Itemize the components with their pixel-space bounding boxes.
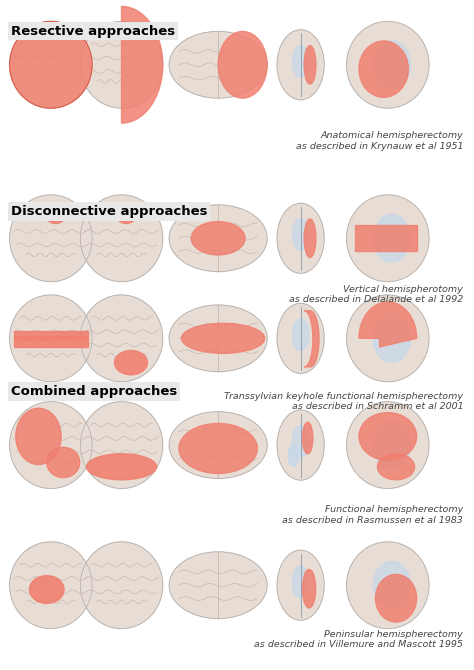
Ellipse shape (86, 454, 156, 480)
Ellipse shape (169, 552, 267, 618)
Ellipse shape (9, 195, 92, 281)
Ellipse shape (9, 21, 92, 108)
Ellipse shape (346, 542, 429, 628)
Text: Peninsular hemispherectomy
as described in Villemure and Mascott 1995: Peninsular hemispherectomy as described … (255, 630, 463, 649)
Ellipse shape (191, 222, 245, 255)
Ellipse shape (304, 219, 316, 257)
Bar (14, 332, 88, 347)
Ellipse shape (182, 324, 264, 353)
Bar (355, 225, 417, 251)
Text: Transsylvian keyhole functional hemispherectomy
as described in Schramm et al 20: Transsylvian keyhole functional hemisphe… (224, 392, 463, 411)
Ellipse shape (169, 305, 267, 372)
Ellipse shape (359, 41, 409, 97)
Ellipse shape (292, 426, 309, 458)
Text: Functional hemispherectomy
as described in Rasmussen et al 1983: Functional hemispherectomy as described … (283, 505, 463, 525)
Ellipse shape (277, 550, 324, 620)
Ellipse shape (375, 574, 417, 622)
Text: Anatomical hemispherectomy
as described in Krynauw et al 1951: Anatomical hemispherectomy as described … (296, 131, 463, 151)
Ellipse shape (9, 295, 92, 382)
Ellipse shape (302, 422, 313, 454)
Ellipse shape (80, 295, 163, 382)
Ellipse shape (9, 402, 92, 488)
Ellipse shape (169, 205, 267, 271)
Ellipse shape (374, 214, 410, 262)
Text: Combined approaches: Combined approaches (11, 385, 177, 398)
Ellipse shape (9, 21, 92, 108)
Ellipse shape (277, 304, 324, 373)
Ellipse shape (292, 219, 309, 251)
Ellipse shape (292, 46, 309, 77)
Ellipse shape (277, 203, 324, 273)
Ellipse shape (304, 46, 316, 84)
Ellipse shape (346, 21, 429, 108)
Ellipse shape (346, 295, 429, 382)
Ellipse shape (169, 31, 267, 98)
Ellipse shape (29, 576, 64, 604)
Ellipse shape (374, 561, 410, 609)
Ellipse shape (346, 402, 429, 488)
Ellipse shape (374, 41, 410, 88)
Text: Vertical hemispherotomy
as described in Delalande et al 1992: Vertical hemispherotomy as described in … (289, 285, 463, 304)
Wedge shape (121, 7, 163, 123)
Ellipse shape (9, 542, 92, 628)
Ellipse shape (80, 195, 163, 281)
Ellipse shape (46, 204, 66, 224)
Ellipse shape (47, 448, 80, 478)
Ellipse shape (302, 570, 316, 608)
Ellipse shape (374, 421, 410, 469)
Ellipse shape (218, 31, 267, 98)
Ellipse shape (169, 412, 267, 478)
Ellipse shape (115, 350, 147, 375)
Ellipse shape (80, 542, 163, 628)
Ellipse shape (277, 29, 324, 100)
Ellipse shape (374, 314, 410, 362)
Text: Resective approaches: Resective approaches (11, 25, 175, 38)
Ellipse shape (288, 445, 299, 466)
Ellipse shape (377, 454, 415, 480)
Ellipse shape (292, 319, 309, 350)
Ellipse shape (292, 566, 309, 598)
Ellipse shape (277, 410, 324, 480)
Text: Disconnective approaches: Disconnective approaches (11, 205, 207, 218)
Ellipse shape (179, 423, 257, 474)
Ellipse shape (16, 408, 61, 464)
Ellipse shape (346, 195, 429, 281)
Polygon shape (359, 302, 417, 347)
Ellipse shape (116, 204, 137, 224)
Ellipse shape (359, 413, 417, 460)
Ellipse shape (80, 21, 163, 108)
Ellipse shape (80, 402, 163, 488)
